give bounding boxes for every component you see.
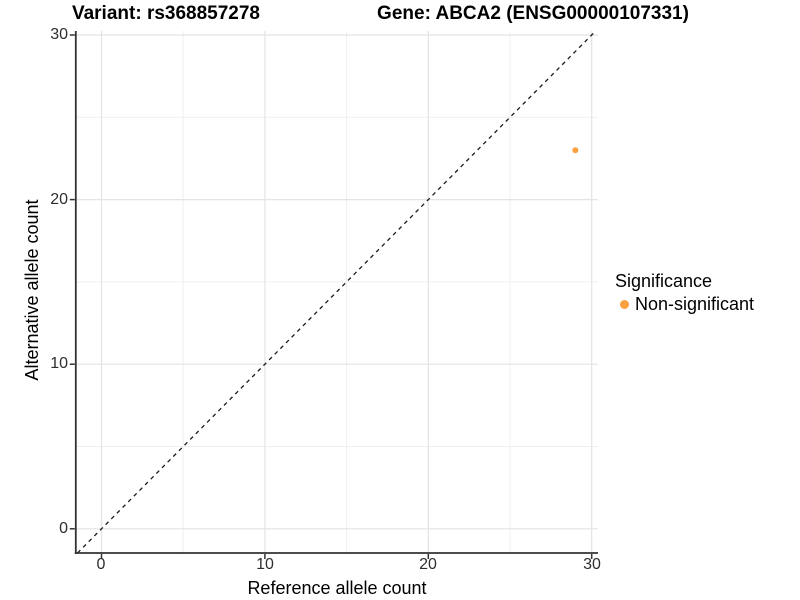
- x-tick-label-30: 30: [583, 556, 601, 573]
- legend-item-label: Non-significant: [635, 294, 755, 314]
- identity-reference-line: [77, 30, 597, 554]
- y-tick-label-10: 10: [50, 355, 68, 372]
- plot-title-gene: Gene: ABCA2 (ENSG00000107331): [377, 3, 689, 24]
- x-tick-label-0: 0: [96, 556, 106, 573]
- y-tick-label-20: 20: [50, 191, 68, 208]
- y-tick-label-0: 0: [59, 520, 68, 537]
- legend: Significance Non-significant: [615, 271, 754, 314]
- x-tick-label-20: 20: [419, 556, 437, 573]
- y-tick-label-30: 30: [50, 26, 68, 43]
- legend-key-dot: [620, 299, 629, 309]
- data-point: [572, 147, 579, 154]
- x-axis-title: Reference allele count: [247, 578, 427, 598]
- legend-title: Significance: [615, 271, 713, 291]
- plot-title-variant: Variant: rs368857278: [71, 3, 261, 24]
- legend-item-non-significant: Non-significant: [620, 294, 754, 314]
- x-tick-label-10: 10: [256, 556, 274, 573]
- y-axis-title: Alternative allele count: [22, 199, 42, 381]
